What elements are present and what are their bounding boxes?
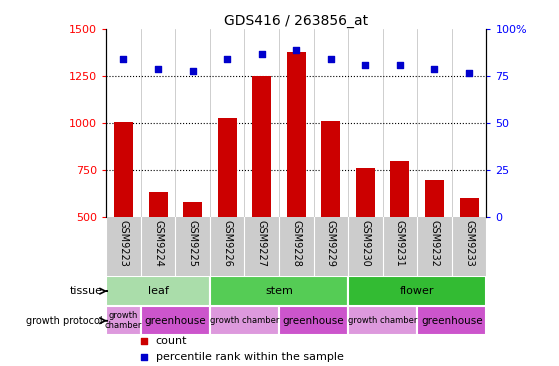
Text: growth protocol: growth protocol — [26, 316, 102, 326]
Point — [119, 56, 128, 62]
Bar — [287, 52, 306, 217]
Point — [395, 62, 404, 68]
Point — [154, 66, 163, 72]
Bar — [217, 117, 236, 217]
Point — [292, 47, 301, 53]
Text: flower: flower — [400, 286, 434, 296]
Bar — [210, 306, 279, 336]
Bar — [252, 76, 271, 217]
Text: growth chamber: growth chamber — [348, 316, 418, 325]
Point — [361, 62, 370, 68]
Bar — [183, 202, 202, 217]
Text: greenhouse: greenhouse — [283, 316, 344, 326]
Text: GSM9226: GSM9226 — [222, 220, 232, 267]
Text: GSM9231: GSM9231 — [395, 220, 405, 267]
Text: greenhouse: greenhouse — [421, 316, 482, 326]
Text: tissue: tissue — [69, 286, 102, 296]
Text: GSM9223: GSM9223 — [119, 220, 129, 267]
Bar — [210, 276, 348, 306]
Bar — [149, 192, 168, 217]
Text: GSM9228: GSM9228 — [291, 220, 301, 267]
Bar — [356, 168, 375, 217]
Text: count: count — [155, 336, 187, 346]
Text: GSM9224: GSM9224 — [153, 220, 163, 267]
Title: GDS416 / 263856_at: GDS416 / 263856_at — [224, 14, 368, 28]
Text: GSM9225: GSM9225 — [188, 220, 197, 267]
Text: leaf: leaf — [148, 286, 168, 296]
Text: percentile rank within the sample: percentile rank within the sample — [155, 352, 343, 362]
Point — [257, 51, 266, 57]
Text: GSM9230: GSM9230 — [361, 220, 371, 267]
Text: GSM9227: GSM9227 — [257, 220, 267, 267]
Bar — [106, 306, 141, 336]
Bar — [114, 122, 133, 217]
Text: growth
chamber: growth chamber — [105, 311, 142, 330]
Point — [465, 70, 473, 75]
Bar — [390, 161, 409, 217]
Bar — [417, 306, 486, 336]
Bar — [321, 122, 340, 217]
Point — [188, 68, 197, 74]
Point — [140, 338, 149, 344]
Text: greenhouse: greenhouse — [145, 316, 206, 326]
Bar — [348, 306, 417, 336]
Point — [430, 66, 439, 72]
Text: GSM9232: GSM9232 — [429, 220, 439, 267]
Text: GSM9229: GSM9229 — [326, 220, 336, 267]
Text: growth chamber: growth chamber — [210, 316, 279, 325]
Bar — [348, 276, 486, 306]
Point — [222, 56, 231, 62]
Point — [326, 56, 335, 62]
Text: GSM9233: GSM9233 — [464, 220, 474, 267]
Text: stem: stem — [265, 286, 293, 296]
Point — [140, 354, 149, 360]
Bar — [106, 276, 210, 306]
Bar — [459, 198, 479, 217]
Bar — [279, 306, 348, 336]
Bar — [141, 306, 210, 336]
Bar — [425, 180, 444, 217]
